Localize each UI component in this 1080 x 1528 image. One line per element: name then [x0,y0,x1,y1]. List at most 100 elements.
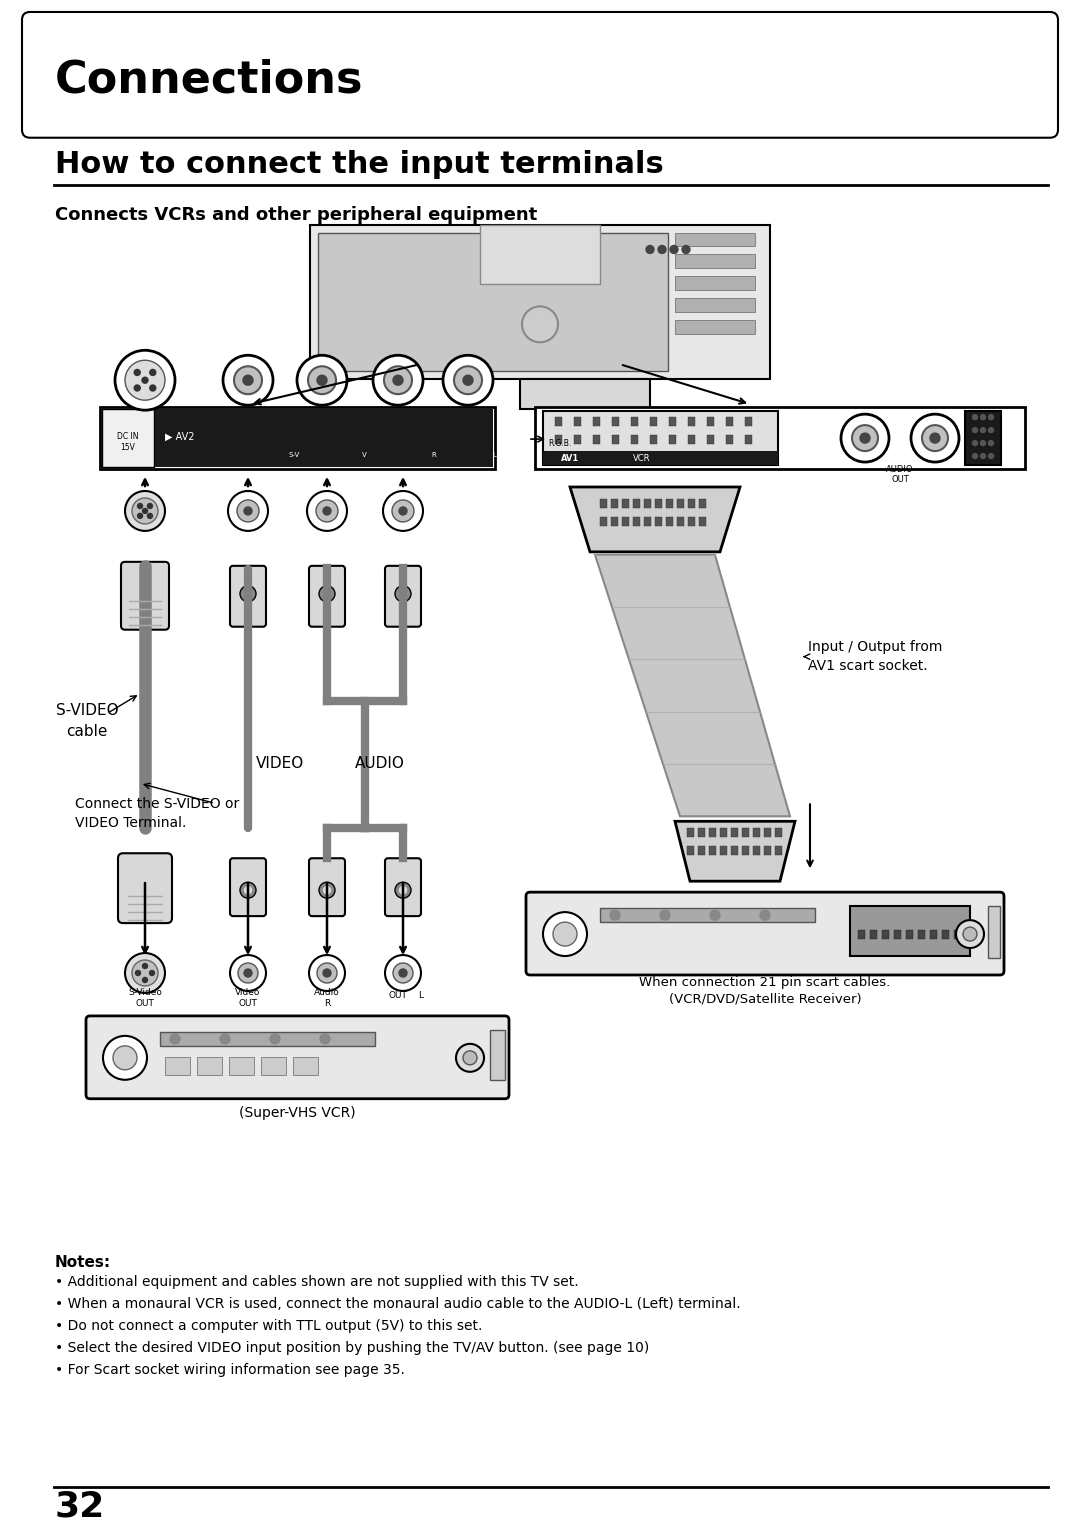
Bar [930,931,937,940]
Polygon shape [595,555,789,816]
Bar [631,435,638,445]
Bar [698,847,705,856]
Bar [894,931,901,940]
Circle shape [981,454,986,458]
Text: (Super-VHS VCR): (Super-VHS VCR) [239,1106,355,1120]
Bar [726,417,733,426]
Circle shape [319,882,335,898]
Bar [631,417,638,426]
Circle shape [324,886,330,894]
Circle shape [972,428,977,432]
Bar [688,500,696,507]
Bar [310,225,770,379]
Circle shape [238,963,258,983]
Bar [677,516,684,526]
Circle shape [956,920,984,947]
Bar [612,417,619,426]
Bar [600,908,815,921]
Text: Connects VCRs and other peripheral equipment: Connects VCRs and other peripheral equip… [55,206,537,223]
Bar [720,828,727,837]
Circle shape [922,425,948,451]
Circle shape [373,356,423,405]
Circle shape [237,500,259,523]
Circle shape [244,969,252,976]
Bar [699,500,706,507]
Circle shape [132,960,158,986]
Bar [612,435,619,445]
Text: DC IN
15V: DC IN 15V [118,432,138,452]
Circle shape [930,432,940,443]
Text: R.G.B.: R.G.B. [548,439,571,448]
Circle shape [399,969,407,976]
Circle shape [710,911,720,920]
Bar [229,1057,254,1074]
Bar [942,931,949,940]
Bar [707,417,714,426]
Circle shape [988,414,994,420]
Bar [654,500,662,507]
Circle shape [393,963,413,983]
Text: Connect the S-VIDEO or
VIDEO Terminal.: Connect the S-VIDEO or VIDEO Terminal. [75,796,240,830]
Circle shape [988,428,994,432]
Circle shape [323,507,330,515]
Bar [622,500,629,507]
Bar [490,1030,505,1080]
Bar [633,500,640,507]
Text: Notes:: Notes: [55,1256,111,1270]
Circle shape [392,500,414,523]
Bar [966,411,1001,465]
Circle shape [114,350,175,410]
Text: • When a monaural VCR is used, connect the monaural audio cable to the AUDIO-L (: • When a monaural VCR is used, connect t… [55,1297,741,1311]
Circle shape [610,911,620,920]
Text: S-Video
OUT: S-Video OUT [129,989,162,1008]
Circle shape [316,500,338,523]
Polygon shape [570,487,740,552]
Circle shape [981,414,986,420]
Bar [688,417,696,426]
Circle shape [660,911,670,920]
Bar [261,1057,286,1074]
Bar [687,847,694,856]
FancyBboxPatch shape [526,892,1004,975]
Bar [675,321,755,335]
Text: L: L [492,452,496,458]
Bar [622,516,629,526]
Bar [573,435,581,445]
Circle shape [384,367,411,394]
Bar [100,406,495,469]
Circle shape [395,882,411,898]
Circle shape [860,432,870,443]
Bar [644,516,651,526]
Bar [535,406,1025,469]
Circle shape [988,454,994,458]
Text: S-VIDEO
cable: S-VIDEO cable [56,703,119,738]
Circle shape [150,370,156,376]
Bar [745,417,752,426]
Circle shape [143,978,148,983]
Bar [318,232,669,371]
Circle shape [318,376,327,385]
Bar [611,500,618,507]
Circle shape [270,1034,280,1044]
Circle shape [760,911,770,920]
Bar [726,435,733,445]
Text: When connection 21 pin scart cables.
(VCR/DVD/Satellite Receiver): When connection 21 pin scart cables. (VC… [639,976,891,1005]
Bar [666,516,673,526]
Circle shape [319,585,335,602]
Bar [555,417,562,426]
Circle shape [400,590,406,597]
Bar [650,417,657,426]
Bar [742,828,750,837]
Circle shape [912,414,959,461]
Circle shape [646,246,654,254]
Circle shape [134,385,140,391]
Bar [707,435,714,445]
Circle shape [234,367,262,394]
Circle shape [852,425,878,451]
Bar [688,435,696,445]
Circle shape [148,504,152,509]
Circle shape [134,370,140,376]
Circle shape [228,490,268,530]
Bar [675,232,755,246]
Text: R: R [432,452,436,458]
